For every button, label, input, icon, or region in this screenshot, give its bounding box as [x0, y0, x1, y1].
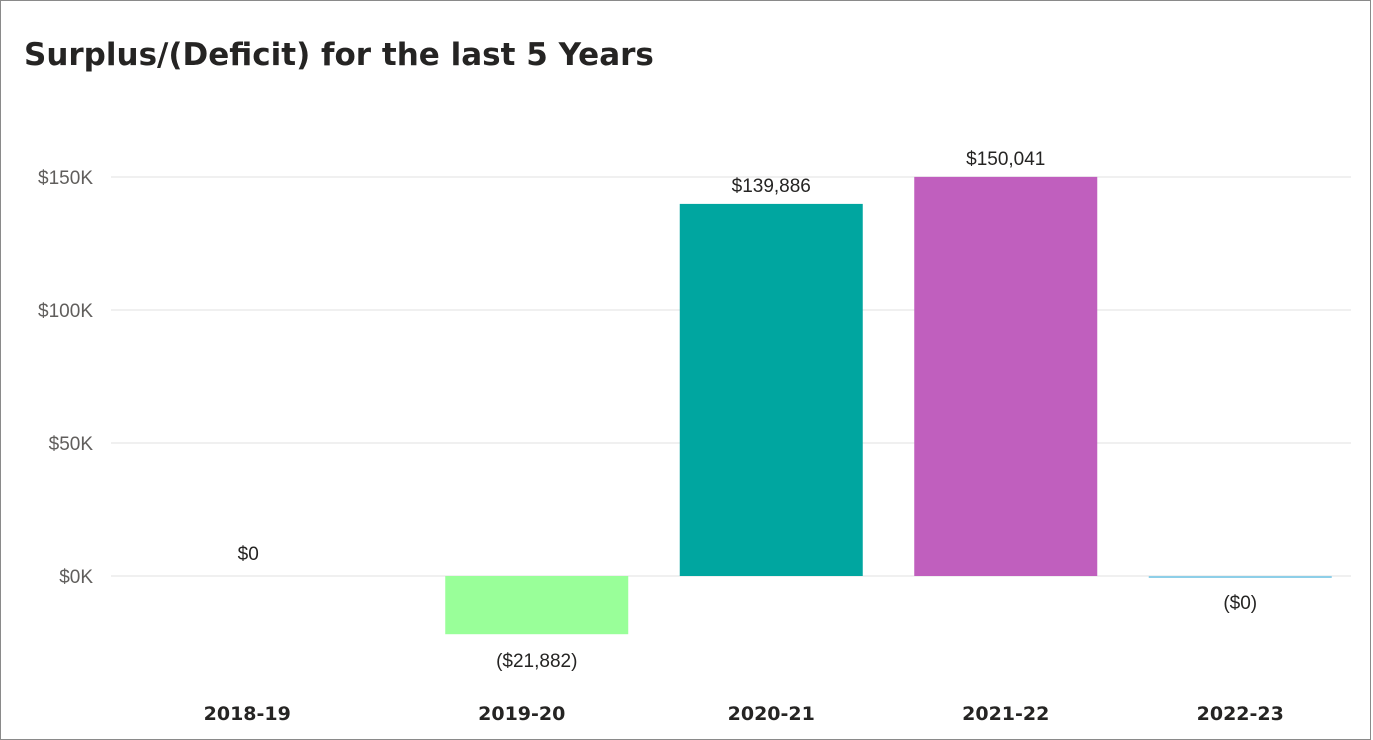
y-tick-label: $50K [49, 434, 94, 455]
data-label-2019-20: ($21,882) [496, 651, 577, 672]
x-tick-label-2018-19: 2018-19 [204, 703, 291, 725]
chart-title: Surplus/(Deficit) for the last 5 Years [24, 37, 654, 73]
x-tick-label-2020-21: 2020-21 [728, 703, 815, 725]
y-axis-ticks: $0K $50K $100K $150K [38, 168, 93, 588]
data-label-2022-23: ($0) [1223, 593, 1257, 614]
bars [445, 176, 1332, 635]
bar-2019-20[interactable] [445, 576, 629, 635]
y-tick-label: $0K [59, 567, 93, 588]
x-tick-label-2019-20: 2019-20 [478, 703, 565, 725]
data-label-2020-21: $139,886 [732, 176, 811, 197]
x-axis-ticks: 2018-19 2019-20 2020-21 2021-22 2022-23 [204, 703, 1284, 725]
data-label-2021-22: $150,041 [966, 149, 1045, 170]
bar-2022-23[interactable] [1148, 576, 1332, 578]
x-tick-label-2022-23: 2022-23 [1197, 703, 1284, 725]
bar-2020-21[interactable] [679, 203, 863, 576]
data-label-2018-19: $0 [238, 544, 259, 565]
bar-2021-22[interactable] [914, 176, 1098, 577]
x-tick-label-2021-22: 2021-22 [962, 703, 1049, 725]
y-tick-label: $100K [38, 301, 93, 322]
y-tick-label: $150K [38, 168, 93, 189]
data-labels: $0 ($21,882) $139,886 $150,041 ($0) [238, 149, 1257, 672]
